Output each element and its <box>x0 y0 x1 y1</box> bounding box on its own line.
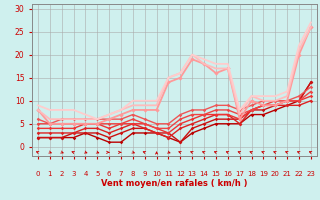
X-axis label: Vent moyen/en rafales ( km/h ): Vent moyen/en rafales ( km/h ) <box>101 179 248 188</box>
